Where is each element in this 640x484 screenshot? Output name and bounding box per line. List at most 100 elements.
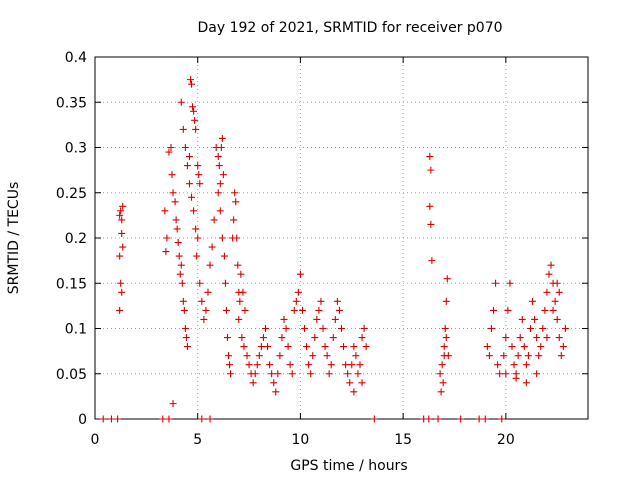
data-point-marker [510, 361, 518, 369]
data-point-marker [319, 325, 327, 332]
data-point-marker [202, 306, 210, 314]
data-point-marker [214, 189, 222, 197]
data-point-marker [520, 343, 528, 351]
data-point-marker [485, 352, 493, 360]
data-point-marker [362, 343, 370, 351]
data-point-marker [436, 370, 444, 378]
data-point-marker [192, 125, 200, 133]
data-point-marker [217, 144, 225, 151]
data-point-marker [543, 334, 551, 342]
data-point-marker [545, 270, 553, 278]
data-point-marker [294, 288, 302, 296]
data-point-marker [504, 306, 512, 314]
data-point-marker [230, 216, 238, 224]
data-point-marker [178, 279, 186, 287]
data-point-marker [442, 297, 450, 305]
data-point-marker [114, 415, 122, 423]
data-point-marker [426, 202, 434, 210]
data-point-marker [301, 325, 309, 332]
data-point-marker [194, 162, 202, 170]
data-point-marker [350, 388, 358, 396]
data-point-marker [539, 325, 547, 332]
data-point-marker [249, 379, 257, 387]
data-point-marker [172, 216, 180, 224]
data-point-marker [335, 306, 343, 314]
data-point-marker [183, 343, 191, 351]
data-point-marker [195, 171, 203, 179]
data-point-marker [551, 297, 559, 305]
data-point-marker [190, 107, 198, 115]
data-point-marker [346, 379, 354, 387]
data-point-marker [99, 415, 107, 423]
data-point-marker [296, 270, 304, 278]
data-point-marker [188, 193, 196, 201]
data-point-marker [175, 252, 183, 260]
data-point-marker [169, 189, 177, 197]
data-point-marker [522, 361, 530, 369]
data-point-marker [298, 306, 306, 314]
data-point-marker [508, 343, 516, 351]
axis-ticks: 0 0.05 0.1 0.15 0.2 0.25 0.3 0.35 0.4 0 5 10 15 20 [56, 50, 588, 448]
data-point-marker [555, 334, 563, 342]
data-point-marker [245, 361, 253, 369]
data-point-marker [218, 134, 226, 142]
data-point-marker [116, 211, 124, 219]
data-point-marker [200, 315, 208, 323]
data-point-marker [443, 275, 451, 283]
y-tick-label: 0.1 [65, 322, 87, 338]
data-point-marker [428, 257, 436, 265]
data-point-marker [182, 334, 190, 342]
data-point-marker [215, 162, 223, 170]
data-point-marker [190, 207, 198, 215]
data-point-marker [516, 334, 524, 342]
data-point-marker [253, 361, 261, 369]
data-point-marker [439, 379, 447, 387]
x-axis-label: GPS time / hours [290, 458, 407, 474]
data-point-marker [191, 116, 199, 124]
data-point-marker [321, 343, 329, 351]
data-point-marker [231, 189, 239, 197]
data-point-marker [236, 297, 244, 305]
data-point-marker [167, 144, 175, 151]
data-point-marker [537, 343, 545, 351]
data-point-marker [243, 352, 251, 360]
data-point-marker [329, 334, 337, 342]
data-point-marker [223, 334, 231, 342]
data-point-marker [171, 198, 179, 206]
x-tick-label: 10 [292, 432, 310, 448]
y-axis-label: SRMTID / TECUs [6, 182, 22, 295]
data-point-marker [331, 315, 339, 323]
data-point-marker [438, 361, 446, 369]
data-point-marker [188, 80, 196, 88]
data-point-marker [255, 352, 263, 360]
data-point-marker [533, 334, 541, 342]
data-point-marker [292, 297, 300, 305]
data-point-marker [179, 297, 187, 305]
data-point-marker [278, 334, 286, 342]
data-point-marker [309, 352, 317, 360]
data-point-marker [426, 153, 434, 161]
data-point-marker [206, 415, 214, 423]
data-point-marker [502, 334, 510, 342]
data-point-marker [496, 370, 504, 378]
data-point-marker [311, 334, 319, 342]
data-point-marker [307, 370, 315, 378]
data-point-marker [494, 361, 502, 369]
data-point-marker [344, 370, 352, 378]
data-point-marker [181, 144, 189, 151]
data-point-marker [543, 288, 551, 296]
data-point-marker [208, 243, 216, 251]
data-point-marker [117, 207, 125, 215]
data-point-marker [284, 343, 292, 351]
data-point-marker [218, 234, 226, 242]
x-tick-label: 0 [91, 432, 100, 448]
data-point-marker [116, 306, 124, 314]
data-point-marker [117, 279, 125, 287]
data-point-marker [441, 325, 449, 332]
data-point-marker [360, 325, 368, 332]
data-point-marker [500, 352, 508, 360]
data-point-marker [222, 306, 230, 314]
data-point-marker [161, 207, 169, 215]
data-point-marker [177, 261, 185, 269]
